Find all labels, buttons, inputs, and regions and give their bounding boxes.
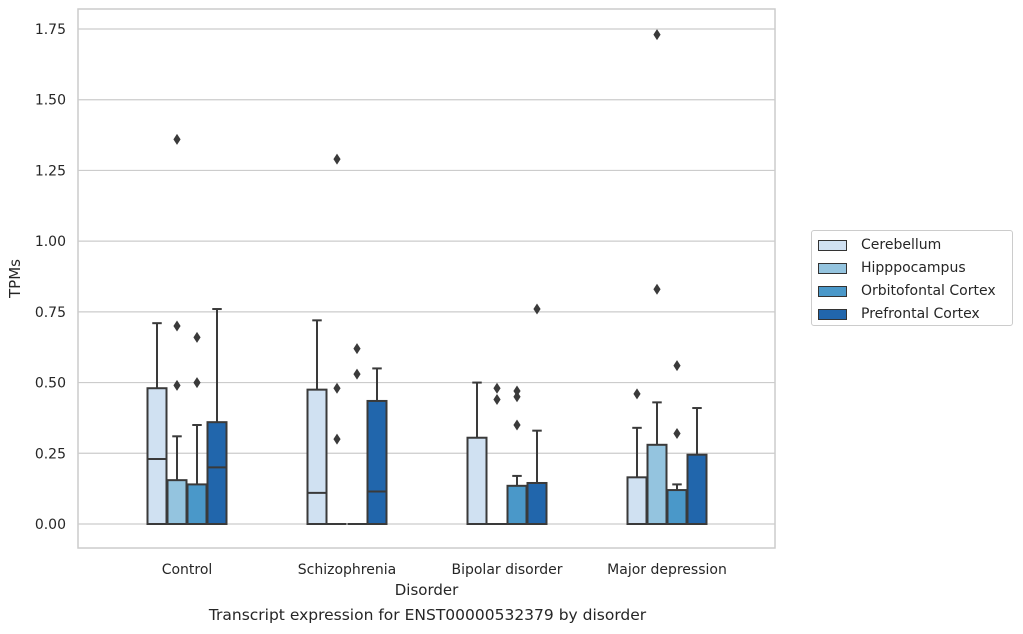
y-axis-label: TPMs xyxy=(6,259,24,299)
box-cerebellum xyxy=(466,381,488,526)
box-body xyxy=(506,484,528,526)
outlier-point xyxy=(353,343,361,355)
legend-swatch xyxy=(818,239,847,251)
x-tick-label: Major depression xyxy=(607,562,727,578)
legend-item: Prefrontal Cortex xyxy=(818,304,980,324)
box-body xyxy=(526,481,548,526)
y-tick-label: 0.00 xyxy=(35,517,66,533)
y-tick-label: 1.50 xyxy=(35,93,66,109)
outlier-point xyxy=(173,379,181,391)
outlier-point xyxy=(193,331,201,343)
box-prefrontal-cortex xyxy=(206,308,228,525)
legend-swatch xyxy=(818,285,847,297)
box-body xyxy=(466,436,488,526)
y-tick-label: 1.00 xyxy=(35,234,66,250)
outlier-point xyxy=(173,320,181,332)
outlier-point xyxy=(673,427,681,439)
outlier-point xyxy=(513,419,521,431)
y-tick-label: 0.25 xyxy=(35,446,66,462)
outlier-point xyxy=(333,382,341,394)
y-tick-label: 0.75 xyxy=(35,305,66,321)
box-cerebellum xyxy=(626,388,648,526)
box-body xyxy=(646,443,668,525)
box-hipppocampus xyxy=(166,133,188,525)
y-tick-label: 0.50 xyxy=(35,376,66,392)
box-hipppocampus xyxy=(327,153,347,525)
x-axis-label: Disorder xyxy=(395,581,459,599)
chart-caption: Transcript expression for ENST0000053237… xyxy=(208,606,647,624)
outlier-point xyxy=(533,303,541,315)
outlier-point xyxy=(653,283,661,295)
outlier-point xyxy=(333,153,341,165)
outlier-point xyxy=(493,382,501,394)
outlier-point xyxy=(633,388,641,400)
box-orbitofontal-cortex xyxy=(666,360,688,525)
box-hipppocampus xyxy=(487,382,507,525)
box-body xyxy=(186,483,208,525)
legend-label: Orbitofontal Cortex xyxy=(861,283,996,299)
outlier-point xyxy=(653,29,661,41)
box-body xyxy=(366,399,388,526)
outlier-point xyxy=(493,394,501,406)
box-body xyxy=(146,387,168,525)
x-tick-label: Control xyxy=(162,562,213,578)
box-body xyxy=(666,489,688,525)
box-orbitofontal-cortex xyxy=(186,331,208,525)
legend-swatch xyxy=(818,308,847,320)
legend-swatch xyxy=(818,262,847,274)
x-tick-label: Bipolar disorder xyxy=(451,562,562,578)
box-body xyxy=(686,453,708,526)
legend: Cerebellum Hipppocampus Orbitofontal Corte… xyxy=(811,230,1013,326)
gridlines xyxy=(78,28,775,525)
outlier-point xyxy=(513,391,521,403)
box-prefrontal-cortex xyxy=(366,367,388,526)
outlier-point xyxy=(173,133,181,145)
box-body xyxy=(626,476,648,526)
x-axis-ticks: Control Schizophrenia Bipolar disorder Majo… xyxy=(162,562,727,578)
outlier-point xyxy=(673,360,681,372)
y-tick-label: 1.75 xyxy=(35,22,66,38)
box-body xyxy=(306,388,328,525)
outlier-point xyxy=(353,368,361,380)
box-cerebellum xyxy=(146,322,168,525)
box-orbitofontal-cortex xyxy=(506,385,528,526)
box-body xyxy=(166,479,188,525)
x-tick-label: Schizophrenia xyxy=(298,562,396,578)
box-prefrontal-cortex xyxy=(686,407,708,526)
box-hipppocampus xyxy=(646,29,668,525)
legend-label: Cerebellum xyxy=(861,237,942,253)
box-prefrontal-cortex xyxy=(526,303,548,526)
outlier-point xyxy=(193,377,201,389)
outlier-point xyxy=(513,385,521,397)
legend-item: Hipppocampus xyxy=(818,258,966,278)
legend-label: Hipppocampus xyxy=(861,260,966,276)
box-cerebellum xyxy=(306,319,328,525)
plot-frame xyxy=(77,8,776,549)
legend-label: Prefrontal Cortex xyxy=(861,306,980,322)
box-body xyxy=(206,421,228,525)
box-plots xyxy=(146,29,708,526)
y-axis-ticks: 0.00 0.25 0.50 0.75 1.00 1.25 1.50 1.75 xyxy=(35,22,66,533)
y-tick-label: 1.25 xyxy=(35,163,66,179)
box-orbitofontal-cortex xyxy=(347,343,367,525)
legend-item: Cerebellum xyxy=(818,235,941,255)
legend-item: Orbitofontal Cortex xyxy=(818,281,996,301)
outlier-point xyxy=(333,433,341,445)
